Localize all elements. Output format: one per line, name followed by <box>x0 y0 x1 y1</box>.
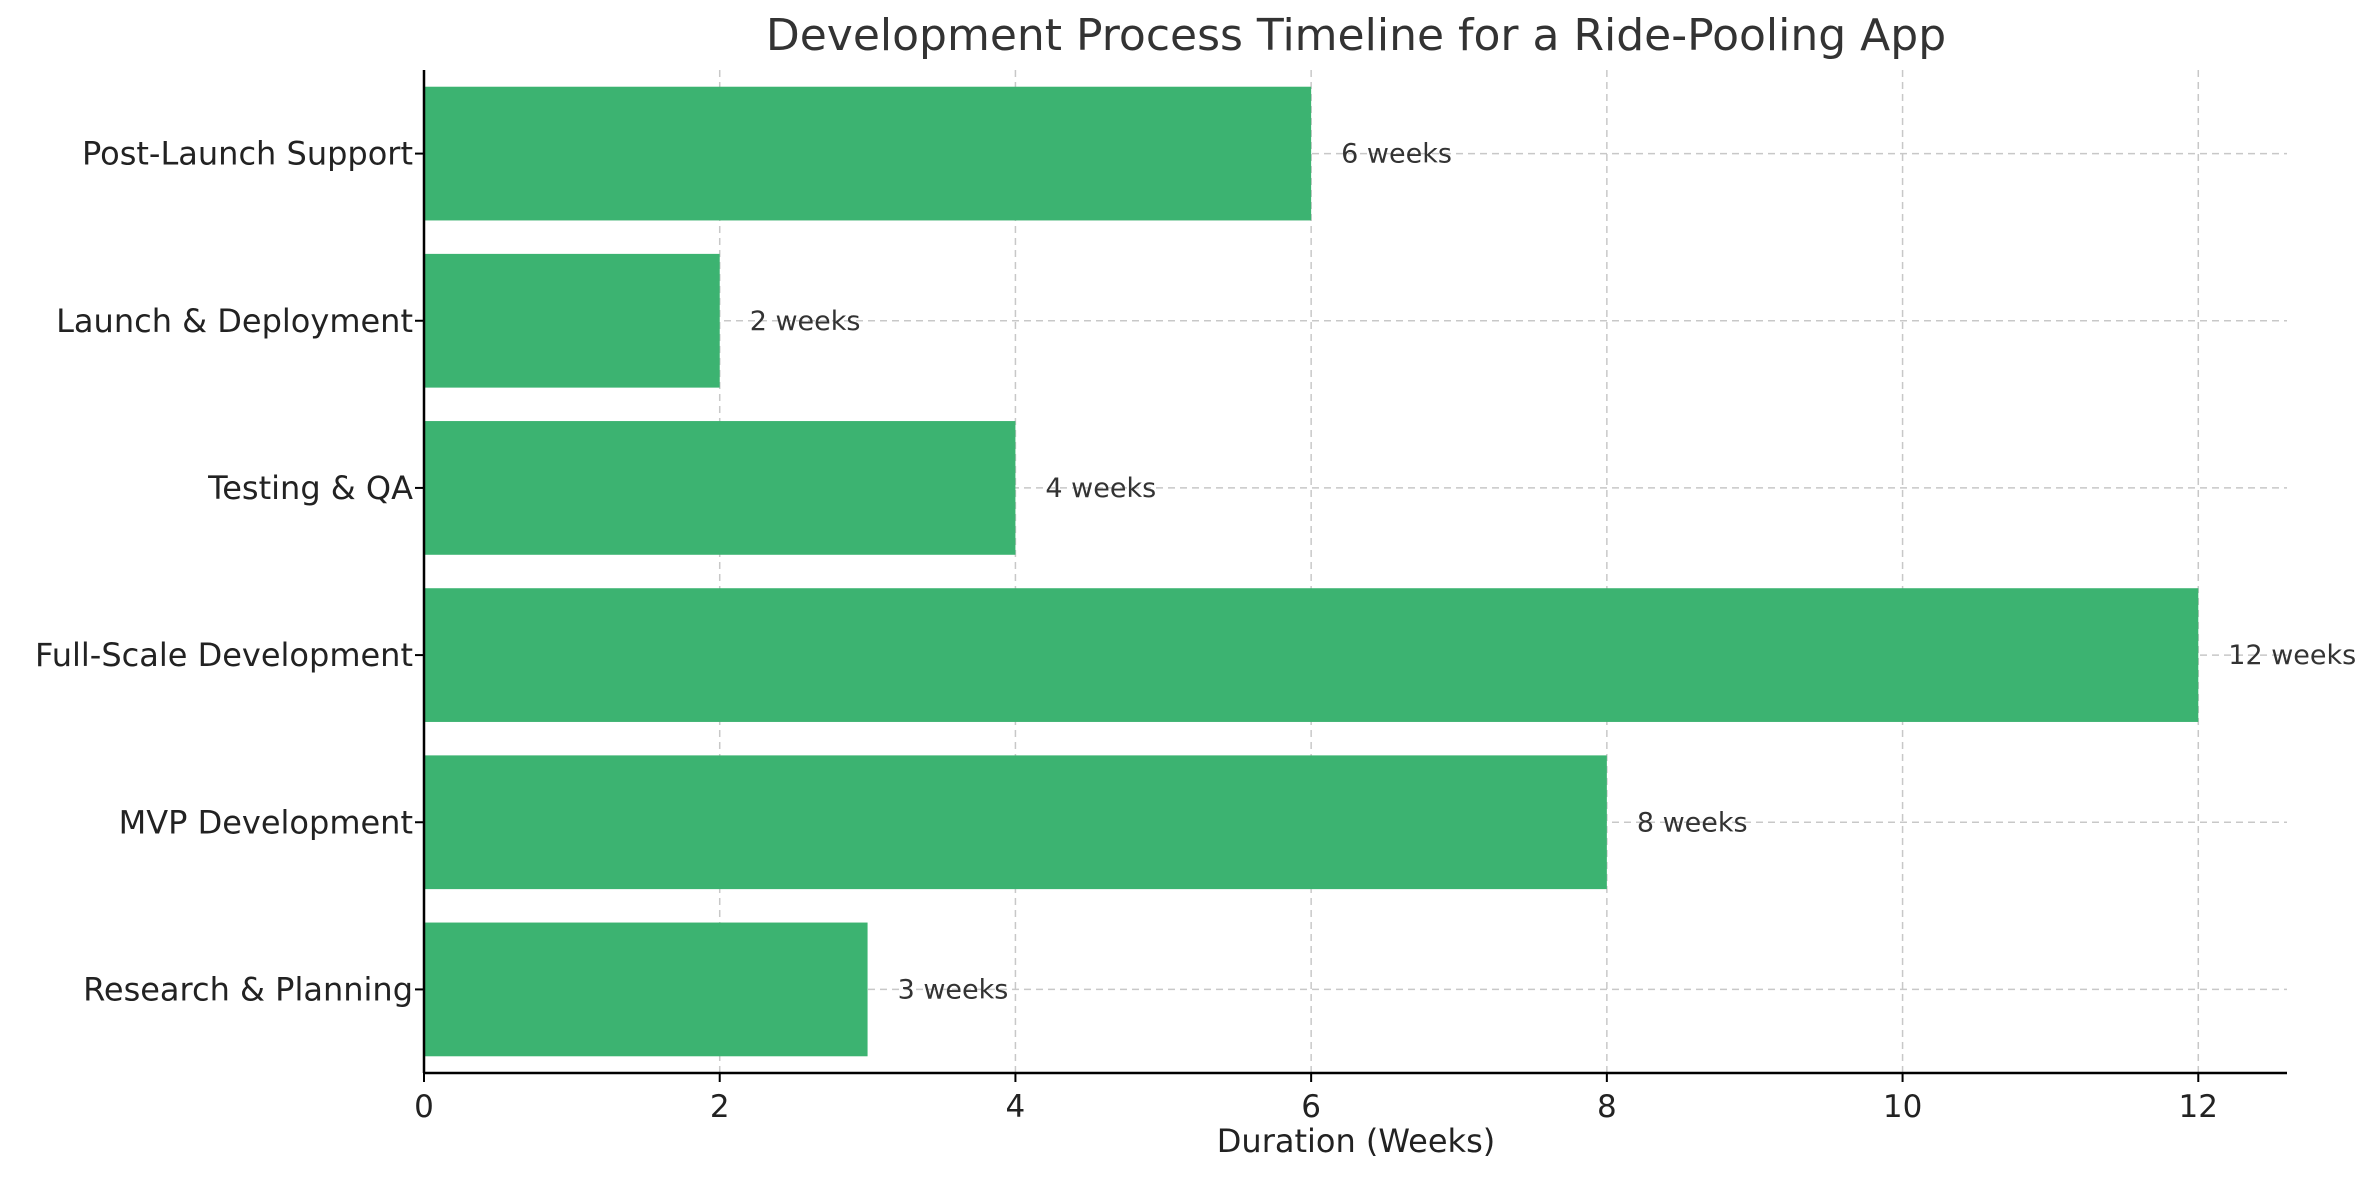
x-tick-label: 0 <box>414 1089 434 1125</box>
data-label: 12 weeks <box>2228 640 2356 671</box>
bar <box>424 86 1312 221</box>
y-tick-label: Research & Planning <box>83 970 413 1008</box>
y-tick-label: Launch & Deployment <box>56 302 413 340</box>
y-tick-label: Full-Scale Development <box>35 636 413 674</box>
data-label: 4 weeks <box>1045 473 1156 504</box>
chart-title: Development Process Timeline for a Ride-… <box>766 10 1946 61</box>
bar <box>424 755 1607 890</box>
y-tick-label: Testing & QA <box>207 469 413 507</box>
data-label: 3 weeks <box>898 974 1009 1005</box>
y-tick-label: Post-Launch Support <box>82 135 413 173</box>
labels-layer: 0 2 4 6 8 10 12 Research & Planning MVP Developm… <box>35 135 2356 1125</box>
bar <box>424 253 720 388</box>
data-label: 8 weeks <box>1637 807 1748 838</box>
bars-layer <box>424 86 2199 1057</box>
x-tick-label: 2 <box>710 1089 730 1125</box>
axes-layer <box>422 70 2287 1075</box>
x-tick-label: 10 <box>1883 1089 1922 1125</box>
data-label: 2 weeks <box>750 306 861 337</box>
x-tick-label: 6 <box>1301 1089 1321 1125</box>
bar <box>424 922 868 1057</box>
y-tick-label: MVP Development <box>119 803 413 841</box>
x-tick-label: 4 <box>1006 1089 1026 1125</box>
bar <box>424 588 2199 722</box>
data-label: 6 weeks <box>1341 139 1452 170</box>
x-tick-label: 12 <box>2179 1089 2218 1125</box>
x-axis-title: Duration (Weeks) <box>1217 1122 1495 1160</box>
x-tick-label: 8 <box>1597 1089 1617 1125</box>
bar <box>424 421 1016 555</box>
